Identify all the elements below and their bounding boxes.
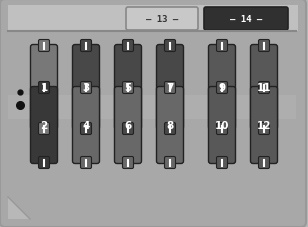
FancyBboxPatch shape — [80, 123, 91, 135]
Polygon shape — [8, 197, 30, 219]
FancyBboxPatch shape — [123, 123, 133, 135]
FancyBboxPatch shape — [156, 87, 184, 164]
Bar — [8, 6, 298, 32]
FancyBboxPatch shape — [258, 157, 270, 169]
Text: 2: 2 — [40, 121, 48, 131]
FancyBboxPatch shape — [72, 87, 99, 164]
FancyBboxPatch shape — [164, 40, 176, 52]
FancyBboxPatch shape — [204, 8, 288, 31]
FancyBboxPatch shape — [115, 87, 141, 164]
FancyBboxPatch shape — [250, 45, 278, 130]
Text: 11: 11 — [257, 83, 271, 93]
Text: 8: 8 — [166, 121, 174, 131]
FancyBboxPatch shape — [30, 45, 58, 130]
Text: 4: 4 — [82, 121, 90, 131]
FancyBboxPatch shape — [80, 40, 91, 52]
FancyBboxPatch shape — [217, 40, 228, 52]
Text: 1: 1 — [40, 83, 48, 93]
Text: — 13 —: — 13 — — [146, 15, 178, 23]
Text: 3: 3 — [82, 83, 90, 93]
FancyBboxPatch shape — [115, 45, 141, 130]
FancyBboxPatch shape — [72, 45, 99, 130]
FancyBboxPatch shape — [258, 40, 270, 52]
FancyBboxPatch shape — [156, 45, 184, 130]
FancyBboxPatch shape — [123, 157, 133, 169]
Text: 5: 5 — [124, 83, 132, 93]
FancyBboxPatch shape — [123, 40, 133, 52]
FancyBboxPatch shape — [126, 8, 198, 31]
Text: 10: 10 — [215, 121, 229, 131]
FancyBboxPatch shape — [217, 157, 228, 169]
FancyBboxPatch shape — [38, 82, 50, 94]
FancyBboxPatch shape — [38, 123, 50, 135]
Text: — 14 —: — 14 — — [230, 15, 262, 23]
Bar — [8, 96, 296, 119]
FancyBboxPatch shape — [209, 45, 236, 130]
Text: 6: 6 — [124, 121, 132, 131]
FancyBboxPatch shape — [164, 82, 176, 94]
FancyBboxPatch shape — [164, 157, 176, 169]
Text: 12: 12 — [257, 121, 271, 131]
FancyBboxPatch shape — [30, 87, 58, 164]
FancyBboxPatch shape — [258, 82, 270, 94]
FancyBboxPatch shape — [123, 82, 133, 94]
FancyBboxPatch shape — [258, 123, 270, 135]
FancyBboxPatch shape — [217, 123, 228, 135]
FancyBboxPatch shape — [80, 82, 91, 94]
FancyBboxPatch shape — [250, 87, 278, 164]
Text: 7: 7 — [166, 83, 174, 93]
FancyBboxPatch shape — [80, 157, 91, 169]
FancyBboxPatch shape — [164, 123, 176, 135]
FancyBboxPatch shape — [38, 40, 50, 52]
FancyBboxPatch shape — [217, 82, 228, 94]
Text: 9: 9 — [218, 83, 225, 93]
FancyBboxPatch shape — [209, 87, 236, 164]
FancyBboxPatch shape — [38, 157, 50, 169]
